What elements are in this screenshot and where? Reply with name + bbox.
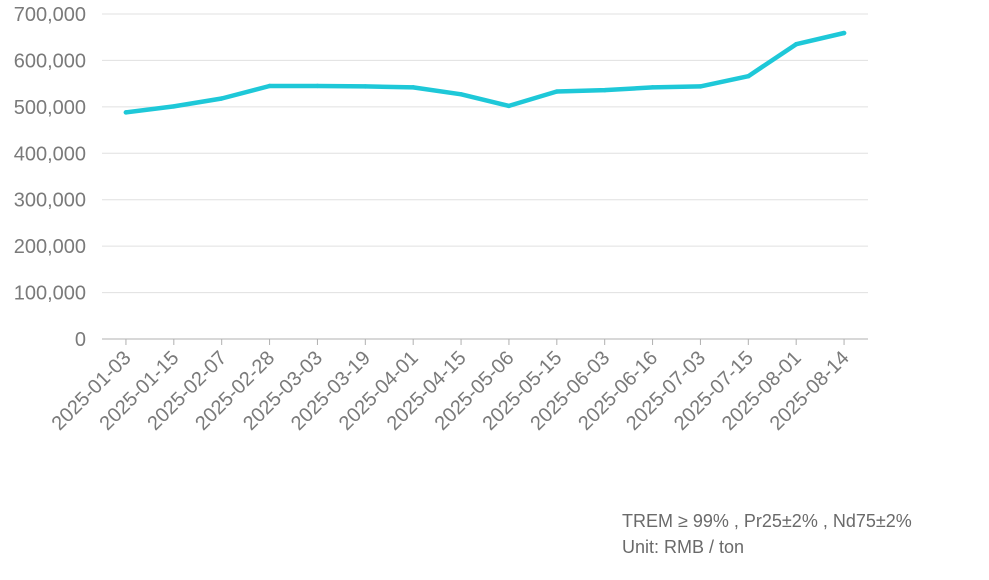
data-point [267, 83, 272, 89]
data-point [650, 85, 655, 90]
data-point [458, 92, 464, 97]
chart-notes: TREM ≥ 99% , Pr25±2% , Nd75±2% Unit: RMB… [622, 508, 912, 560]
y-tick-label: 0 [75, 329, 86, 351]
data-point [554, 89, 560, 94]
x-axis-ticks: 2025-01-032025-01-152025-02-072025-02-28… [48, 339, 854, 435]
data-point [171, 104, 177, 109]
y-tick-label: 700,000 [14, 4, 86, 26]
spec-note: TREM ≥ 99% , Pr25±2% , Nd75±2% [622, 511, 912, 531]
data-point [841, 30, 847, 36]
data-point [602, 87, 607, 93]
y-tick-label: 500,000 [14, 97, 86, 119]
y-tick-label: 600,000 [14, 50, 86, 72]
series-group [123, 30, 847, 115]
gridlines [102, 13, 868, 294]
data-point [793, 41, 799, 47]
data-point [123, 110, 129, 115]
series-line-0 [123, 30, 847, 115]
data-point [219, 96, 224, 101]
data-point [363, 84, 368, 89]
data-point [698, 84, 703, 89]
y-tick-label: 200,000 [14, 236, 86, 258]
data-point [746, 74, 751, 79]
y-axis-ticks: 0 100,000 200,000 300,000 400,000 500,000 600,… [14, 4, 86, 351]
line-chart: 0 100,000 200,000 300,000 400,000 500,000 600,… [14, 4, 868, 435]
unit-note: Unit: RMB / ton [622, 537, 745, 557]
data-point [410, 85, 416, 90]
data-point [506, 103, 512, 109]
y-tick-label: 300,000 [14, 190, 86, 212]
y-tick-label: 400,000 [14, 143, 86, 165]
y-tick-label: 100,000 [14, 283, 86, 305]
data-point [315, 83, 320, 89]
